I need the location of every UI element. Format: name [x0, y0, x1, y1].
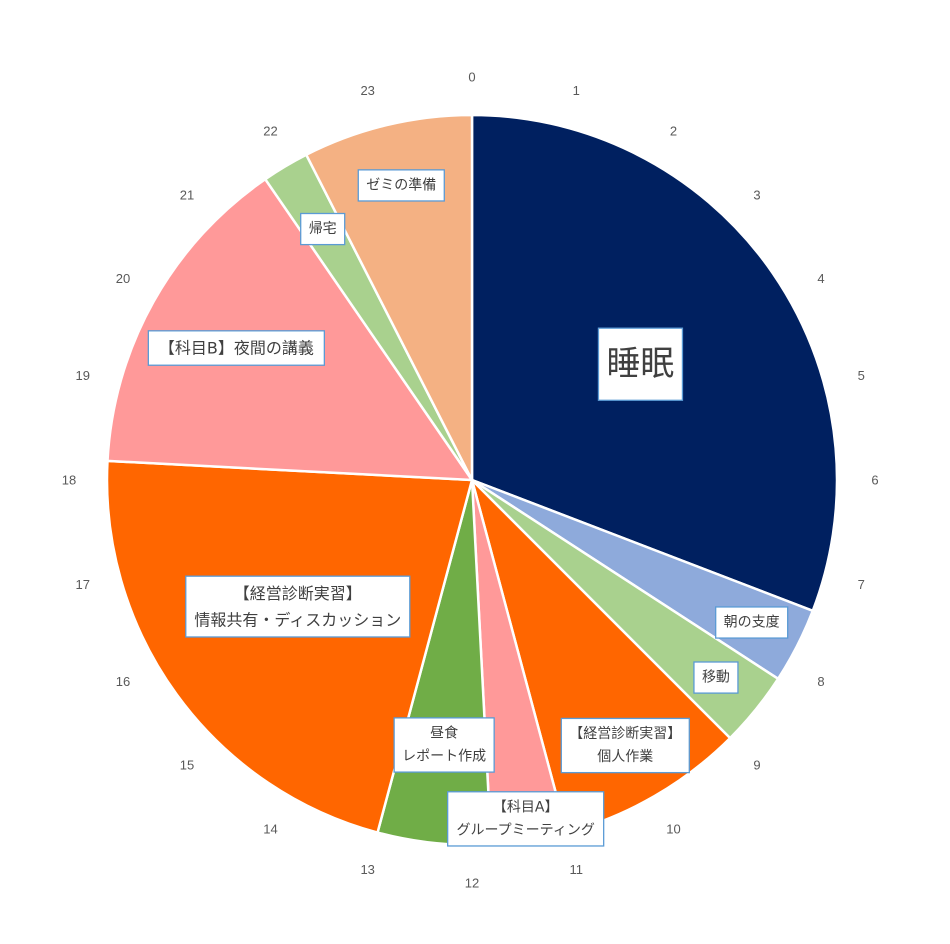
slice-label-text: 個人作業: [597, 749, 653, 765]
slice-label-text: 【科目A】: [493, 799, 559, 815]
hour-tick-label: 13: [360, 862, 374, 877]
slice-label-text: 睡眠: [606, 344, 674, 384]
hour-tick-label: 14: [263, 822, 277, 837]
slice-label-8: 帰宅: [300, 212, 346, 246]
hour-tick-label: 20: [116, 271, 130, 286]
hour-tick-label: 16: [116, 674, 130, 689]
hour-tick-label: 18: [62, 473, 76, 488]
slice-label-6: 【経営診断実習】情報共有・ディスカッション: [185, 575, 411, 638]
hour-tick-label: 9: [753, 757, 760, 772]
hour-tick-label: 21: [180, 188, 194, 203]
pie-slice-9: [304, 113, 474, 481]
hour-tick-label: 5: [858, 368, 865, 383]
slice-label-box: [715, 606, 789, 639]
hour-tick-label: 7: [858, 577, 865, 592]
hour-tick-label: 2: [670, 123, 677, 138]
slice-label-text: 帰宅: [309, 220, 337, 237]
slice-label-text: 【経営診断実習】: [569, 726, 681, 742]
slice-label-text: 【科目B】夜間の講義: [159, 339, 314, 358]
hour-tick-label: 10: [666, 822, 680, 837]
slice-labels: 睡眠朝の支度移動【経営診断実習】個人作業【科目A】グループミーティング昼食レポー…: [147, 169, 789, 847]
slice-label-box: [185, 575, 411, 638]
hour-tick-label: 3: [753, 188, 760, 203]
slice-label-text: 昼食: [430, 724, 458, 741]
slice-label-text: ゼミの準備: [366, 177, 436, 193]
slice-label-7: 【科目B】夜間の講義: [147, 330, 325, 366]
slice-label-text: 情報共有・ディスカッション: [194, 610, 401, 629]
slice-label-text: 【経営診断実習】: [234, 584, 362, 603]
pie-slice-7: [106, 177, 475, 482]
slice-label-box: [300, 212, 346, 246]
hour-tick-label: 15: [180, 757, 194, 772]
hour-tick-label: 12: [465, 876, 479, 891]
slice-label-box: [693, 661, 739, 694]
slice-label-box: [147, 330, 325, 366]
slice-label-text: 朝の支度: [724, 615, 780, 631]
slice-label-box: [393, 717, 495, 773]
slice-label-text: レポート作成: [402, 749, 486, 765]
slice-label-9: ゼミの準備: [357, 169, 445, 202]
pie-slice-6: [105, 459, 474, 835]
slice-label-0: 睡眠: [597, 327, 684, 401]
slice-label-box: [597, 327, 684, 401]
hour-tick-label: 4: [817, 271, 824, 286]
hour-tick-label: 17: [75, 577, 89, 592]
slice-label-3: 【経営診断実習】個人作業: [560, 717, 690, 774]
slice-label-text: グループミーティング: [457, 822, 595, 838]
slice-label-box: [560, 717, 690, 774]
slice-label-text: 移動: [702, 670, 730, 686]
slice-label-box: [447, 791, 605, 847]
hour-tick-label: 11: [570, 862, 584, 877]
hour-tick-label: 1: [573, 83, 580, 98]
hour-tick-label: 23: [360, 83, 374, 98]
slice-label-4: 【科目A】グループミーティング: [447, 791, 605, 847]
hour-tick-label: 8: [817, 674, 824, 689]
hour-tick-label: 0: [468, 70, 475, 85]
hour-tick-label: 6: [871, 473, 878, 488]
slice-label-2: 移動: [693, 661, 739, 694]
hour-tick-label: 22: [263, 123, 277, 138]
slice-label-1: 朝の支度: [715, 606, 789, 639]
slice-label-box: [357, 169, 445, 202]
hour-tick-label: 19: [75, 368, 89, 383]
